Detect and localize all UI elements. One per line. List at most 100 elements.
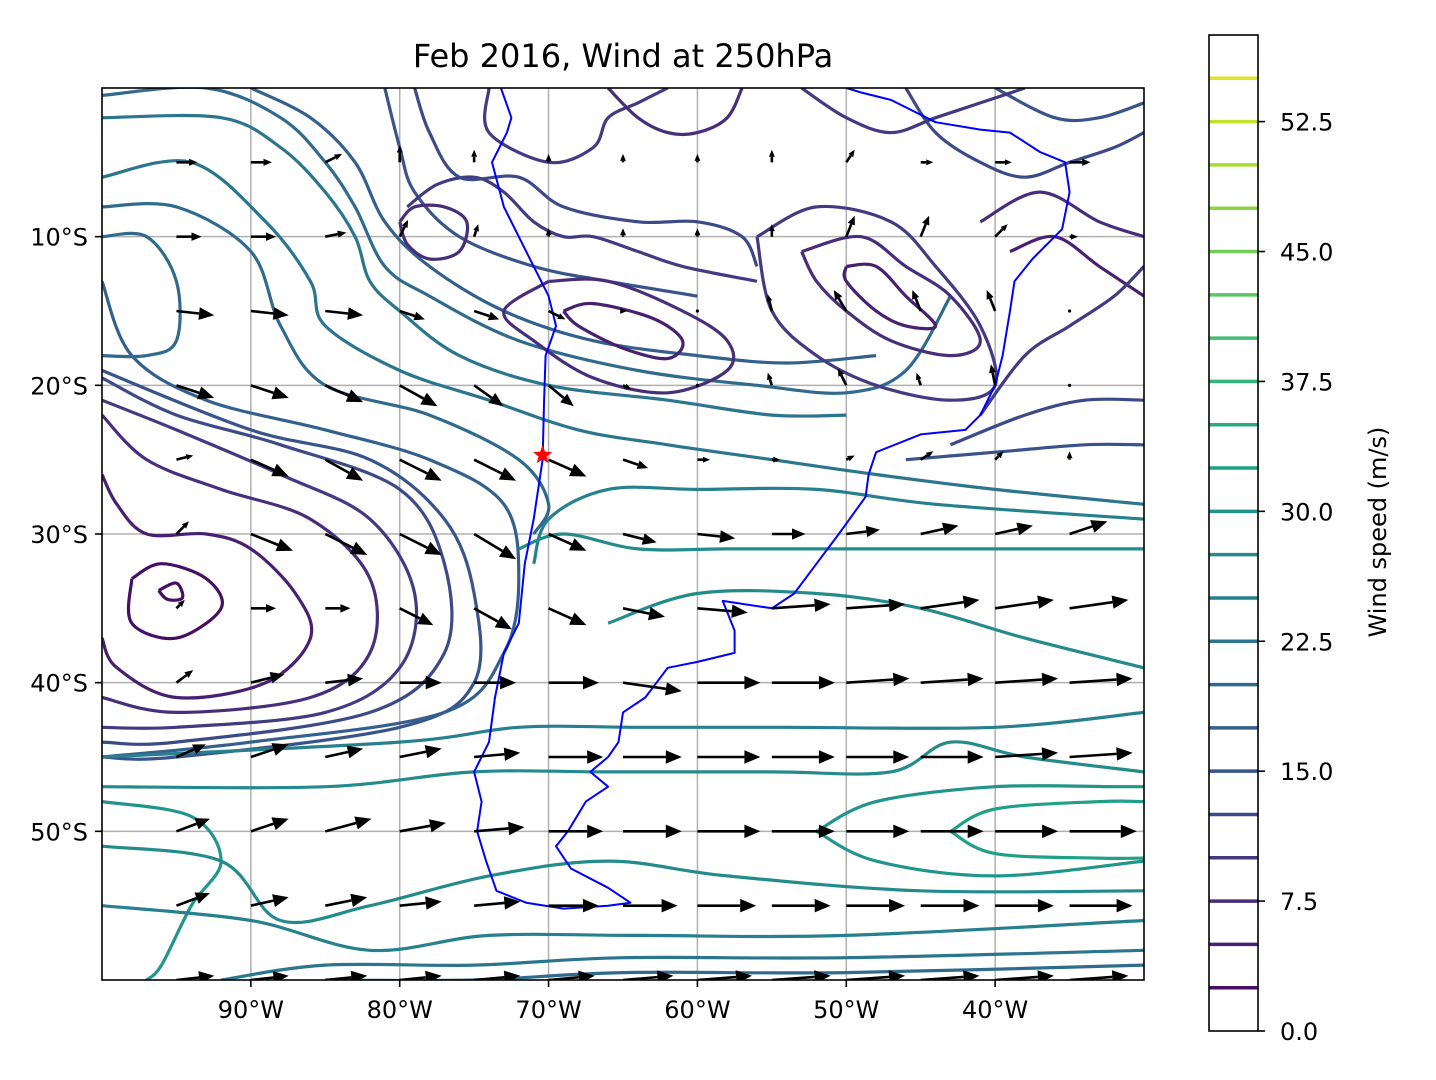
wind-vector	[250, 672, 285, 684]
contour-line	[800, 234, 982, 358]
contour-line	[157, 581, 185, 602]
y-tick-label: 50°S	[30, 818, 88, 846]
y-axis: 10°S 20°S 30°S 40°S 50°S	[30, 224, 102, 846]
wind-vector	[548, 824, 604, 839]
colorbar-tick-label: 15.0	[1280, 758, 1333, 786]
contour-line	[102, 88, 952, 395]
wind-vector	[768, 224, 775, 237]
wind-vector	[1069, 898, 1133, 913]
wind-vector	[846, 672, 910, 687]
wind-vector	[919, 451, 934, 461]
wind-vector	[250, 604, 277, 613]
wind-vector	[473, 607, 512, 630]
contour-line	[607, 589, 1144, 670]
wind-vector	[697, 750, 761, 764]
wind-vector	[399, 532, 442, 555]
wind-vector	[474, 896, 521, 910]
wind-vector	[324, 532, 368, 555]
wind-vector	[623, 824, 682, 839]
wind-vector	[845, 455, 855, 462]
x-tick-label: 40°W	[962, 996, 1028, 1024]
y-tick-label: 20°S	[30, 372, 88, 400]
contour-line	[102, 376, 454, 746]
wind-vector	[995, 824, 1059, 839]
contour-line	[325, 963, 1144, 980]
wind-vector	[1066, 451, 1073, 460]
wind-vector	[846, 525, 880, 538]
wind-vector	[994, 522, 1033, 536]
star-marker	[533, 445, 553, 464]
wind-vector	[545, 153, 552, 163]
x-axis: 90°W 80°W 70°W 60°W 50°W 40°W	[218, 980, 1028, 1024]
wind-vector	[771, 456, 781, 463]
wind-vector	[994, 451, 1004, 461]
wind-vector	[250, 894, 289, 907]
location-marker	[533, 445, 553, 464]
contour-line	[518, 532, 1144, 552]
wind-vector	[325, 970, 368, 980]
contour-line	[102, 800, 223, 980]
wind-vector	[325, 673, 364, 687]
contour-line	[220, 948, 1144, 980]
wind-vector	[846, 750, 910, 764]
wind-vector	[994, 224, 1008, 238]
wind-vector	[697, 675, 761, 690]
wind-vector	[771, 675, 835, 690]
contour-line	[562, 301, 685, 361]
contour-line	[800, 88, 1026, 135]
x-tick-label: 90°W	[218, 996, 284, 1024]
colorbar-tick-label: 37.5	[1280, 368, 1333, 396]
wind-vector	[325, 745, 364, 759]
wind-vector	[1069, 747, 1133, 761]
wind-vector	[548, 532, 587, 551]
contour-line	[102, 473, 314, 700]
wind-vector	[694, 228, 701, 237]
wind-vector	[324, 153, 343, 164]
y-tick-label: 30°S	[30, 521, 88, 549]
wind-vector	[250, 232, 277, 241]
contour-line	[979, 265, 1144, 417]
contour-line	[532, 485, 1144, 565]
wind-vector	[250, 384, 289, 400]
wind-vector	[250, 307, 289, 320]
wind-vector	[920, 898, 980, 913]
wind-vector	[175, 599, 185, 610]
wind-vector	[697, 898, 757, 913]
wind-vector	[846, 598, 906, 612]
colorbar-label: Wind speed (m/s)	[1364, 427, 1392, 638]
wind-vector	[399, 458, 442, 481]
contour-line	[102, 280, 521, 759]
wind-vector	[767, 372, 774, 386]
colorbar-tick-label: 0.0	[1280, 1018, 1318, 1046]
contour-line	[102, 231, 182, 359]
wind-vector	[325, 230, 347, 238]
wind-vector	[399, 607, 434, 626]
contour-line	[102, 844, 1144, 925]
wind-vector	[771, 898, 831, 913]
contour-line	[842, 262, 938, 331]
contour-line	[126, 562, 224, 641]
contour-line	[102, 710, 1144, 759]
colorbar-tick-label: 7.5	[1280, 888, 1318, 916]
wind-vector	[547, 384, 574, 407]
wind-vector	[995, 159, 1012, 166]
wind-vector	[399, 675, 442, 690]
colorbar-frame	[1208, 34, 1259, 1032]
contour-line	[102, 113, 847, 418]
wind-vector	[176, 307, 215, 320]
wind-vector	[1067, 309, 1072, 313]
wind-vector	[622, 681, 682, 696]
wind-vector	[1069, 233, 1078, 240]
contour-line	[502, 277, 736, 395]
contour-line	[102, 413, 379, 714]
wind-vector	[920, 595, 980, 610]
contour-line	[102, 904, 1144, 953]
colorbar-tick-label: 45.0	[1280, 239, 1333, 267]
wind-vector	[250, 743, 289, 759]
colorbar-tick-label: 22.5	[1280, 628, 1333, 656]
contour-line	[815, 829, 1144, 878]
wind-vector	[398, 219, 409, 238]
wind-vector	[694, 153, 701, 163]
wind-vector	[250, 158, 272, 166]
wind-vector	[548, 750, 604, 764]
